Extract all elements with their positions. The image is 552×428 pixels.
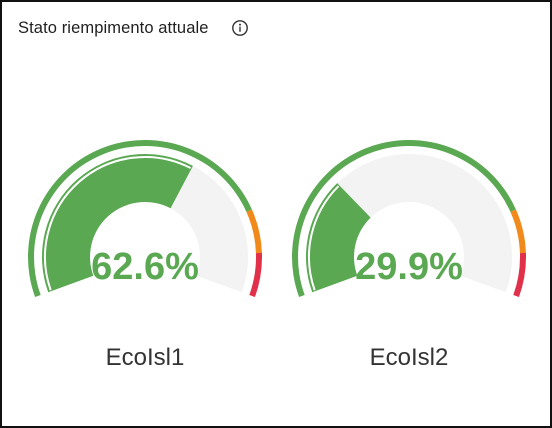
gauge-ecoisl1-value: 62.6%	[91, 246, 199, 288]
gauge-1-value-fill	[42, 154, 193, 293]
gauge-ecoisl1-graphic	[27, 139, 262, 298]
gauge-1-threshold-1	[246, 209, 262, 254]
panel-header: Stato riempimento attuale	[18, 16, 249, 40]
gauge-1-threshold-2	[249, 252, 262, 298]
gauge-ecoisl2-label: EcoIsl2	[369, 344, 449, 371]
gauge-ecoisl2-value: 29.9%	[355, 246, 463, 288]
panel-title: Stato riempimento attuale	[18, 18, 209, 37]
gauge-2-value-highlight	[308, 185, 340, 291]
gauge-ecoisl1-label: EcoIsl1	[105, 344, 185, 371]
gauge-ecoisl1: 62.6% EcoIsl1	[20, 132, 270, 382]
info-icon[interactable]	[231, 19, 249, 37]
gauge-2-threshold-1	[510, 209, 526, 254]
gauge-2-value-fill	[306, 183, 371, 293]
gauge-ecoisl2: 29.9% EcoIsl2	[284, 132, 534, 382]
gauge-ecoisl2-graphic	[291, 139, 526, 298]
gauge-1-value-highlight	[44, 156, 192, 291]
gauge-2-threshold-2	[513, 252, 526, 298]
gauge-2-track	[306, 154, 512, 293]
